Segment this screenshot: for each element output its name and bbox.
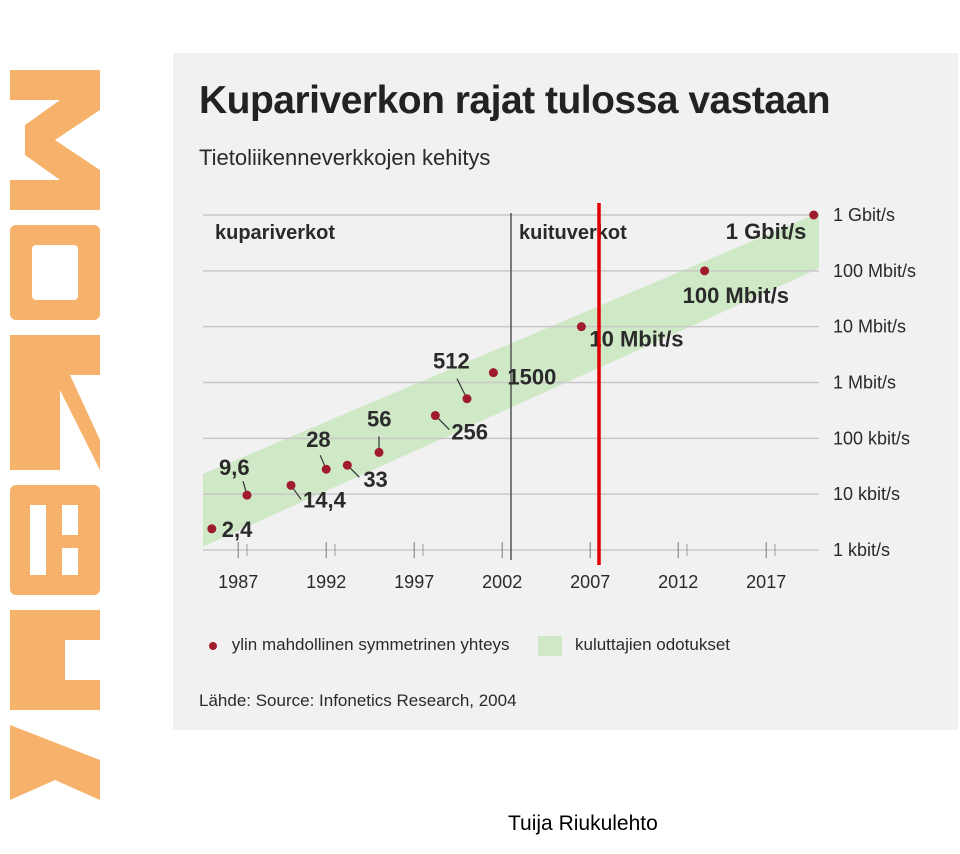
region-label-copper: kupariverkot: [215, 222, 335, 244]
data-label: 28: [306, 427, 330, 452]
data-point: [321, 464, 331, 474]
data-point: [342, 460, 352, 470]
x-tick-label: 1997: [394, 572, 434, 592]
y-tick-label: 10 kbit/s: [833, 484, 900, 504]
data-point: [576, 322, 586, 332]
x-tick-label: 2017: [746, 572, 786, 592]
y-tick-label: 1 kbit/s: [833, 540, 890, 560]
x-tick-label: 1992: [306, 572, 346, 592]
x-tick-label: 2012: [658, 572, 698, 592]
data-label: 512: [433, 349, 470, 374]
data-label: 2,4: [222, 517, 253, 542]
data-point: [374, 447, 384, 457]
x-tick-label: 2007: [570, 572, 610, 592]
region-label-fiber: kuituverkot: [519, 222, 627, 244]
data-point: [700, 266, 710, 276]
data-label: 56: [367, 406, 391, 431]
chart-subtitle: Tietoliikenneverkkojen kehitys: [199, 145, 491, 170]
y-tick-label: 10 Mbit/s: [833, 317, 906, 337]
data-point: [809, 210, 819, 220]
data-point: [462, 394, 472, 404]
data-label: 1 Gbit/s: [726, 219, 807, 244]
x-tick-label: 2002: [482, 572, 522, 592]
chart-source: Lähde: Source: Infonetics Research, 2004: [199, 691, 517, 710]
chart-title: Kupariverkon rajat tulossa vastaan: [199, 79, 831, 122]
verkox-logo-icon: [10, 70, 100, 800]
data-label: 14,4: [303, 487, 347, 512]
chart-legend: ylin mahdollinen symmetrinen yhteys kulu…: [209, 635, 730, 656]
data-point: [286, 480, 296, 490]
legend-band-swatch: [538, 635, 563, 656]
y-tick-label: 100 kbit/s: [833, 428, 910, 448]
data-point: [242, 490, 252, 500]
data-point: [207, 524, 217, 534]
data-label: 9,6: [219, 455, 250, 480]
y-tick-label: 1 Mbit/s: [833, 373, 896, 393]
data-label: 1500: [507, 365, 556, 390]
data-label: 256: [451, 420, 488, 445]
data-point: [430, 411, 440, 421]
x-tick-label: 1987: [218, 572, 258, 592]
y-tick-label: 1 Gbit/s: [833, 205, 895, 225]
legend-band-label: kuluttajien odotukset: [575, 635, 730, 654]
data-label: 33: [363, 467, 387, 492]
author-name: Tuija Riukulehto: [508, 812, 658, 835]
y-tick-label: 100 Mbit/s: [833, 261, 916, 281]
chart-plot: 1 kbit/s 10 kbit/s 100 kbit/s 1 Mbit/s 10 Mb…: [203, 203, 916, 592]
legend-dot-label: ylin mahdollinen symmetrinen yhteys: [231, 635, 510, 654]
chart-panel: Kupariverkon rajat tulossa vastaan Tieto…: [173, 53, 958, 730]
legend-dot-icon: [209, 641, 217, 650]
data-label: 10 Mbit/s: [589, 327, 683, 352]
data-label: 100 Mbit/s: [683, 283, 789, 308]
data-point: [488, 368, 498, 378]
